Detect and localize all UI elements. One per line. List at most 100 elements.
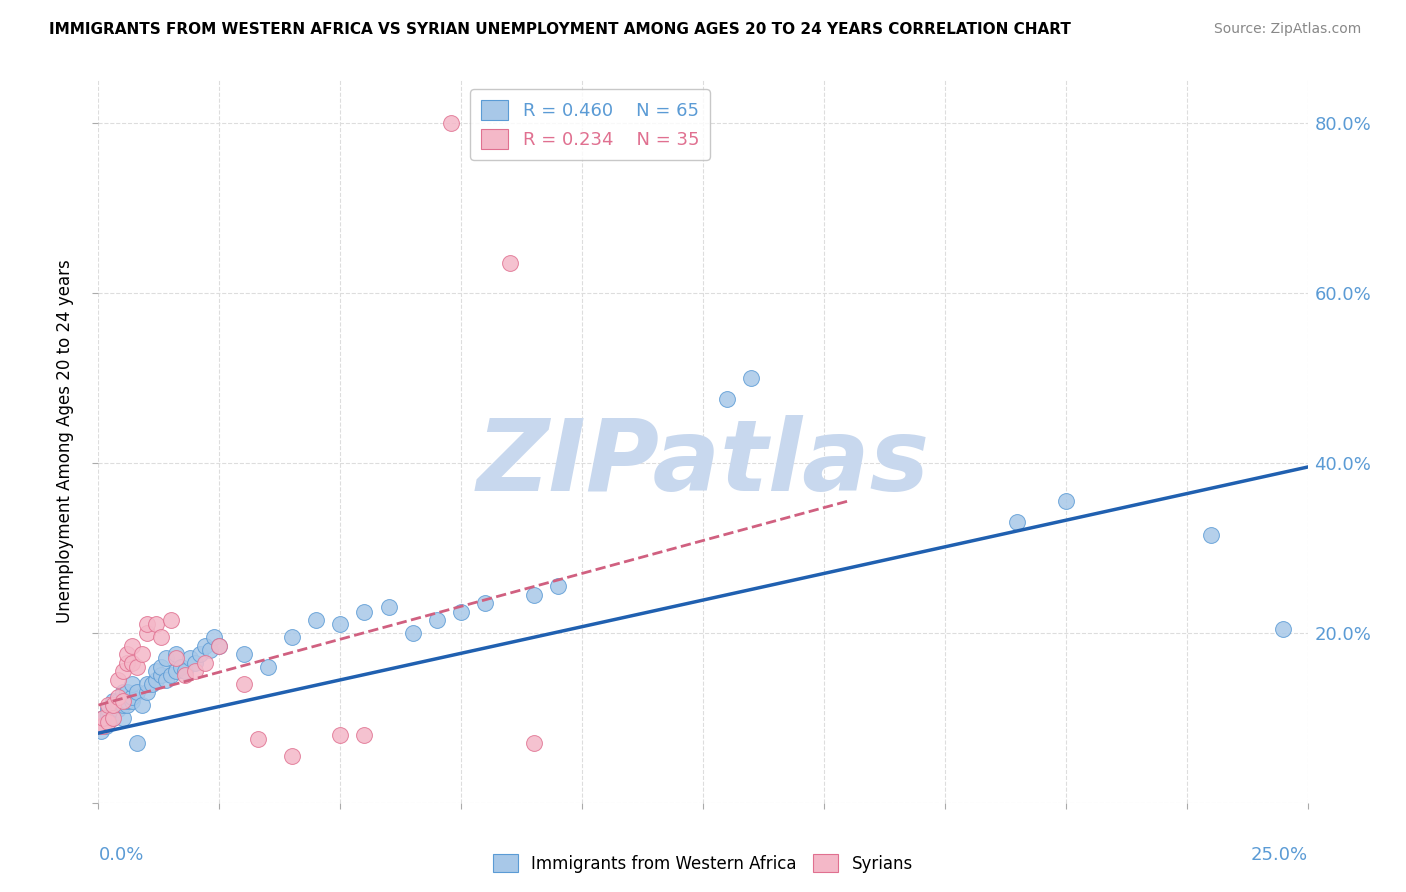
Point (474, 596, 496, 610)
Point (353, 605, 375, 619)
Point (97, 702, 120, 716)
Point (204, 630, 226, 644)
Point (150, 660, 173, 674)
Point (111, 664, 134, 678)
Legend: Immigrants from Western Africa, Syrians: Immigrants from Western Africa, Syrians (486, 847, 920, 880)
Point (97, 711, 120, 725)
Point (329, 617, 352, 632)
Point (450, 605, 472, 619)
Text: 0.0%: 0.0% (98, 847, 143, 864)
Point (208, 639, 231, 653)
Point (101, 698, 124, 712)
Point (155, 651, 177, 665)
Point (353, 728, 375, 742)
Point (232, 677, 254, 691)
Point (90, 723, 112, 738)
Point (121, 656, 143, 670)
Point (121, 677, 143, 691)
Text: IMMIGRANTS FROM WESTERN AFRICA VS SYRIAN UNEMPLOYMENT AMONG AGES 20 TO 24 YEARS : IMMIGRANTS FROM WESTERN AFRICA VS SYRIAN… (49, 22, 1071, 37)
Point (111, 685, 134, 699)
Point (281, 749, 304, 764)
Point (247, 732, 270, 747)
Point (117, 694, 139, 708)
Point (135, 617, 157, 632)
Point (329, 728, 352, 742)
Point (155, 673, 177, 687)
Point (135, 625, 157, 640)
Point (121, 690, 143, 704)
Point (174, 664, 197, 678)
Point (97, 714, 120, 729)
Point (117, 656, 139, 670)
Point (184, 664, 207, 678)
Point (107, 694, 129, 708)
Point (523, 736, 546, 750)
Point (91, 714, 114, 729)
Point (107, 698, 129, 712)
Point (145, 673, 167, 687)
Point (165, 664, 187, 678)
Point (1054, 494, 1077, 508)
Point (97, 706, 120, 721)
Point (127, 685, 149, 699)
Point (101, 711, 124, 725)
Point (188, 647, 211, 661)
Point (1199, 528, 1222, 542)
Point (208, 639, 231, 653)
Point (127, 736, 149, 750)
Text: 25.0%: 25.0% (1250, 847, 1308, 864)
Point (440, 116, 463, 130)
Point (97, 698, 120, 712)
Point (165, 651, 187, 665)
Point (194, 639, 217, 653)
Point (232, 647, 254, 661)
Point (179, 651, 201, 665)
Point (1272, 622, 1295, 636)
Point (91, 711, 114, 725)
Point (121, 694, 143, 708)
Point (94, 719, 117, 733)
Text: Source: ZipAtlas.com: Source: ZipAtlas.com (1213, 22, 1361, 37)
Point (145, 664, 167, 678)
Point (107, 690, 129, 704)
Point (256, 660, 278, 674)
Point (131, 647, 153, 661)
Point (426, 613, 449, 627)
Point (131, 698, 153, 712)
Point (305, 613, 328, 627)
Point (101, 711, 124, 725)
Point (91, 719, 114, 733)
Point (121, 639, 143, 653)
Point (547, 579, 569, 593)
Point (117, 647, 139, 661)
Point (377, 600, 399, 615)
Point (1007, 516, 1029, 530)
Point (402, 625, 425, 640)
Point (740, 371, 762, 385)
Point (150, 630, 173, 644)
Point (165, 647, 187, 661)
Point (160, 668, 183, 682)
Point (101, 698, 124, 712)
Point (523, 588, 546, 602)
Point (117, 685, 139, 699)
Point (194, 656, 217, 670)
Point (160, 613, 183, 627)
Point (198, 642, 221, 657)
Point (174, 668, 197, 682)
Y-axis label: Unemployment Among Ages 20 to 24 years: Unemployment Among Ages 20 to 24 years (56, 260, 75, 624)
Point (135, 685, 157, 699)
Point (111, 711, 134, 725)
Point (127, 660, 149, 674)
Point (107, 673, 129, 687)
Text: ZIPatlas: ZIPatlas (477, 415, 929, 512)
Point (141, 677, 163, 691)
Point (111, 698, 134, 712)
Point (90, 719, 112, 733)
Point (184, 656, 207, 670)
Point (135, 677, 157, 691)
Point (111, 694, 134, 708)
Point (498, 256, 520, 270)
Point (117, 698, 139, 712)
Point (716, 392, 738, 406)
